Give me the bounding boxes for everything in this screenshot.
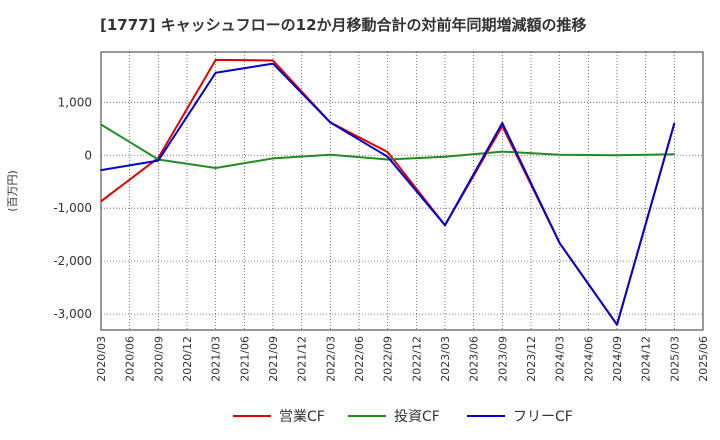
data-point bbox=[329, 121, 332, 124]
data-point bbox=[673, 153, 676, 155]
x-tick-label: 2023/12 bbox=[525, 336, 538, 382]
x-tick-label: 2020/09 bbox=[152, 336, 165, 382]
x-tick-label: 2022/03 bbox=[324, 336, 337, 382]
data-point bbox=[501, 150, 504, 153]
x-tick-label: 2023/09 bbox=[496, 336, 509, 382]
data-point bbox=[386, 158, 389, 161]
data-point bbox=[444, 224, 446, 226]
x-tick-label: 2022/06 bbox=[353, 336, 366, 382]
x-tick-label: 2020/06 bbox=[124, 336, 137, 382]
x-tick-label: 2025/03 bbox=[668, 336, 681, 382]
data-point bbox=[616, 323, 618, 326]
x-tick-label: 2020/12 bbox=[181, 336, 194, 382]
data-point bbox=[558, 153, 561, 156]
legend-swatch bbox=[467, 415, 505, 417]
y-tick-label: -2,000 bbox=[53, 254, 92, 268]
legend-item: 投資CF bbox=[348, 404, 440, 428]
x-tick-label: 2021/06 bbox=[238, 336, 251, 382]
data-point bbox=[673, 122, 676, 125]
data-point bbox=[501, 122, 504, 124]
x-tick-label: 2024/12 bbox=[640, 336, 653, 382]
x-tick-label: 2024/06 bbox=[582, 336, 595, 382]
x-tick-label: 2023/03 bbox=[439, 336, 452, 382]
plot-border bbox=[100, 51, 704, 331]
data-point bbox=[386, 151, 389, 153]
x-tick-label: 2021/09 bbox=[267, 336, 280, 382]
y-tick-label: 1,000 bbox=[58, 95, 92, 109]
x-tick-label: 2023/06 bbox=[468, 336, 481, 382]
x-tick-label: 2022/12 bbox=[410, 336, 423, 382]
x-tick-label: 2024/03 bbox=[554, 336, 567, 382]
legend-swatch bbox=[233, 415, 271, 417]
legend-label: 投資CF bbox=[394, 409, 440, 425]
data-point bbox=[157, 159, 160, 162]
data-point bbox=[616, 154, 618, 157]
y-tick-label: -3,000 bbox=[53, 307, 92, 321]
data-point bbox=[272, 59, 274, 62]
data-point bbox=[214, 71, 217, 74]
legend-item: 営業CF bbox=[233, 404, 325, 428]
legend-swatch bbox=[348, 415, 386, 417]
x-tick-label: 2024/09 bbox=[611, 336, 624, 382]
x-tick-label: 2021/12 bbox=[296, 336, 309, 382]
legend-label: フリーCF bbox=[513, 409, 573, 425]
data-point bbox=[386, 156, 389, 158]
x-tick-label: 2025/06 bbox=[697, 336, 710, 382]
data-point bbox=[558, 242, 561, 244]
legend-item: フリーCF bbox=[467, 404, 573, 428]
legend-label: 営業CF bbox=[279, 409, 325, 425]
data-point bbox=[214, 59, 217, 61]
x-tick-label: 2020/03 bbox=[95, 336, 108, 382]
data-point bbox=[100, 123, 102, 126]
x-tick-label: 2022/09 bbox=[382, 336, 395, 382]
y-tick-label: -1,000 bbox=[53, 201, 92, 215]
data-point bbox=[444, 156, 446, 158]
data-point bbox=[272, 157, 274, 160]
y-tick-label: 0 bbox=[84, 148, 92, 162]
data-point bbox=[272, 62, 274, 65]
plot-area bbox=[101, 52, 703, 330]
chart-legend: 営業CF 投資CF フリーCF bbox=[0, 404, 720, 428]
chart-title: [1777] キャッシュフローの12か月移動合計の対前年同期増減額の推移 bbox=[100, 16, 587, 34]
data-point bbox=[100, 200, 102, 203]
y-axis-label: (百万円) bbox=[6, 170, 19, 212]
x-tick-label: 2021/03 bbox=[210, 336, 223, 382]
data-point bbox=[329, 153, 332, 156]
data-point bbox=[214, 167, 217, 169]
data-point bbox=[100, 169, 102, 171]
